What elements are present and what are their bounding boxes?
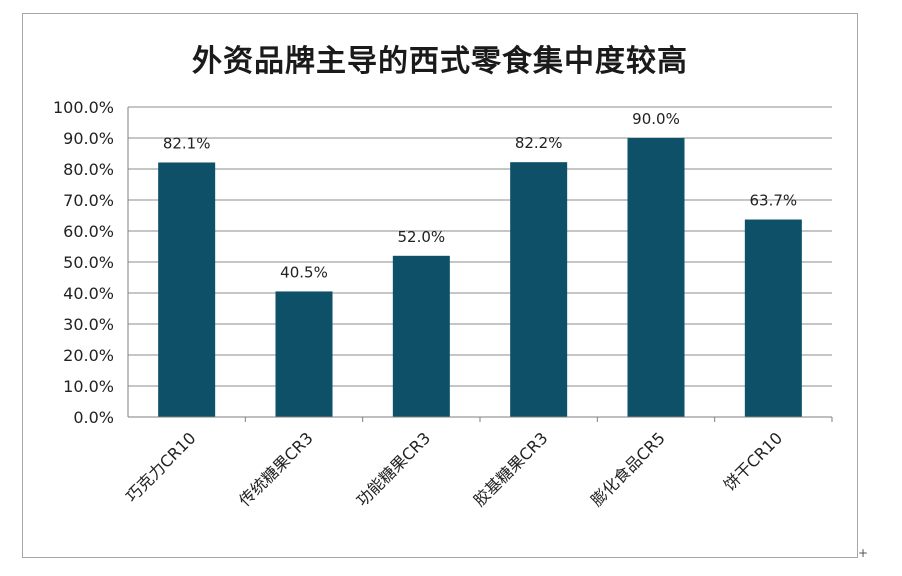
bar [627,138,685,417]
bar [744,219,802,417]
y-tick-label: 100.0% [53,98,114,117]
x-category-label: 传统糖果CR3 [235,428,317,510]
y-tick-label: 40.0% [63,284,114,303]
bar [510,162,568,417]
gridlines [128,106,832,387]
y-tick-label: 0.0% [73,408,114,427]
bar [275,291,333,417]
y-tick-label: 10.0% [63,377,114,396]
x-category-label: 胶基糖果CR3 [470,428,552,510]
chart-title: 外资品牌主导的西式零食集中度较高 [192,44,688,79]
data-label: 90.0% [632,110,680,128]
y-tick-label: 80.0% [63,160,114,179]
data-label: 82.2% [515,134,563,152]
y-tick-label: 20.0% [63,346,114,365]
data-label: 52.0% [398,228,446,246]
x-category-label: 功能糖果CR3 [353,428,435,510]
bar [158,162,216,417]
axes [127,107,833,422]
y-tick-label: 50.0% [63,253,114,272]
y-tick-label: 60.0% [63,222,114,241]
x-category-label: 巧克力CR10 [122,428,200,506]
data-label: 82.1% [163,134,211,152]
bars [158,138,802,417]
y-tick-label: 90.0% [63,129,114,148]
data-label: 40.5% [280,263,328,281]
y-tick-label: 70.0% [63,191,114,210]
corner-mark: + [858,546,869,560]
x-category-label: 膨化食品CR5 [587,428,669,510]
x-category-label: 饼干CR10 [720,428,786,494]
bar [392,255,450,417]
data-label: 63.7% [750,192,798,210]
y-tick-label: 30.0% [63,315,114,334]
